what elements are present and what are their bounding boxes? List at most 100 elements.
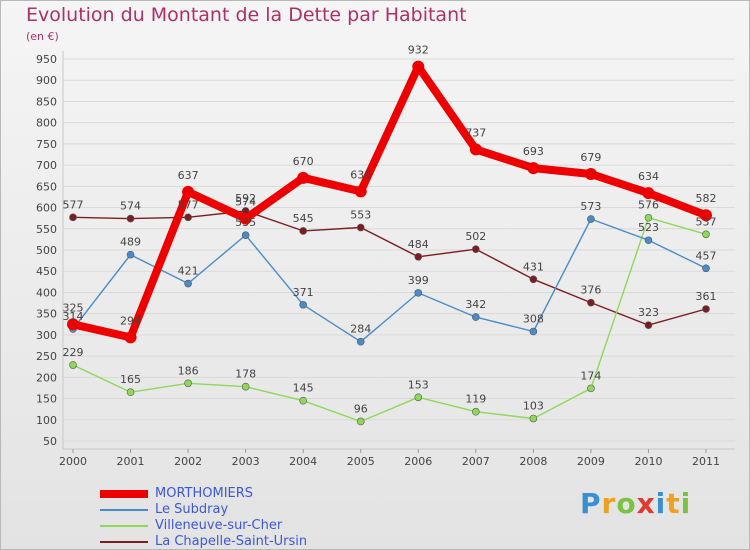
x-tick-label: 2005 [347,455,375,468]
series-points [67,60,712,426]
data-point [414,393,423,402]
series-line [72,217,707,423]
y-tick-label: 750 [36,138,57,151]
data-point [644,236,653,245]
y-tick-label: 250 [36,350,57,363]
data-label: 119 [465,393,486,406]
data-point [184,279,192,288]
data-point [184,379,192,388]
chart-title: Evolution du Montant de la Dette par Hab… [26,4,467,26]
data-label: 634 [638,170,659,183]
data-point [702,305,710,313]
data-point [299,300,307,309]
data-point [69,361,77,369]
data-point [239,212,252,225]
data-label: 103 [523,400,544,413]
data-label: 431 [523,260,544,273]
x-tick-label: 2003 [232,455,260,468]
data-point [297,171,310,184]
data-label: 421 [178,265,199,278]
data-label: 376 [580,284,601,297]
data-point [469,143,482,156]
y-tick-label: 200 [36,371,57,384]
x-tick-label: 2002 [174,455,202,468]
y-tick-label: 400 [36,286,57,299]
y-tick-label: 500 [36,244,57,257]
data-point [126,214,135,223]
data-label: 693 [523,145,544,158]
y-tick-label: 100 [36,414,57,427]
data-point [702,230,710,239]
data-point [126,388,135,396]
y-tick-label: 700 [36,159,57,172]
y-tick-label: 300 [36,329,57,342]
data-point [587,298,595,307]
data-label: 737 [465,126,486,139]
data-label: 535 [235,216,256,229]
data-label: 573 [580,200,601,213]
legend-item-morthomiers: MORTHOMIERS [100,486,360,502]
data-point [644,321,653,329]
x-axis: 2000 2001 2002 2003 2004 2005 2006 2007 2008 2009… [59,449,720,468]
grid-lines [62,51,735,450]
data-label: 577 [178,198,199,211]
data-label: 457 [696,249,717,262]
data-label: 574 [235,196,256,209]
y-axis: 50 100 150 200 250 300 350 400 450 500 550 600 650 70… [36,53,57,448]
data-point [584,168,597,181]
data-point [299,227,307,235]
data-point [587,384,595,393]
legend-item-le-subdray: Le Subdray [100,502,360,518]
data-label: 523 [638,221,659,234]
data-point [472,407,480,416]
series-lines [69,62,710,423]
y-tick-label: 550 [36,223,57,236]
data-point [414,252,423,261]
data-point [412,60,425,73]
y-tick-label: 800 [36,117,57,130]
data-point [299,396,307,405]
x-tick-label: 2011 [692,455,720,468]
data-point [182,185,195,198]
data-label: 342 [465,298,486,311]
x-tick-label: 2004 [289,455,317,468]
data-point [587,215,595,223]
data-point [356,337,365,346]
data-label: 502 [465,230,486,243]
data-point [126,250,135,259]
legend: MORTHOMIERS Le Subdray Villeneuve-sur-Ch… [100,486,360,550]
series-line [69,62,710,342]
data-point [472,245,480,253]
data-point [184,213,192,222]
data-point [527,162,540,175]
data-label: 308 [523,312,544,325]
data-point [241,231,250,239]
data-label: 399 [408,274,429,287]
data-label: 294 [120,314,141,327]
data-label: 489 [120,236,141,249]
data-label: 638 [350,168,371,181]
data-label: 576 [638,199,659,212]
legend-label: MORTHOMIERS [155,486,254,501]
data-point [354,185,367,198]
data-label: 165 [120,373,141,386]
x-tick-label: 2009 [577,455,605,468]
legend-swatch [100,490,148,498]
x-tick-label: 2008 [519,455,547,468]
data-label: 153 [408,378,429,391]
data-label: 679 [580,151,601,164]
series-line [72,210,707,326]
data-label: 314 [63,310,84,323]
data-label: 637 [178,169,199,182]
data-label: 371 [293,286,314,299]
data-labels: 577 574 577 592 545 553 484 502 431 376 323 361 229 1… [63,44,717,416]
data-label: 186 [178,364,199,377]
data-point [356,223,365,232]
data-label: 178 [235,368,256,381]
data-point [642,187,655,200]
data-point [529,327,538,336]
y-tick-label: 600 [36,202,57,215]
y-tick-label: 350 [36,308,57,321]
